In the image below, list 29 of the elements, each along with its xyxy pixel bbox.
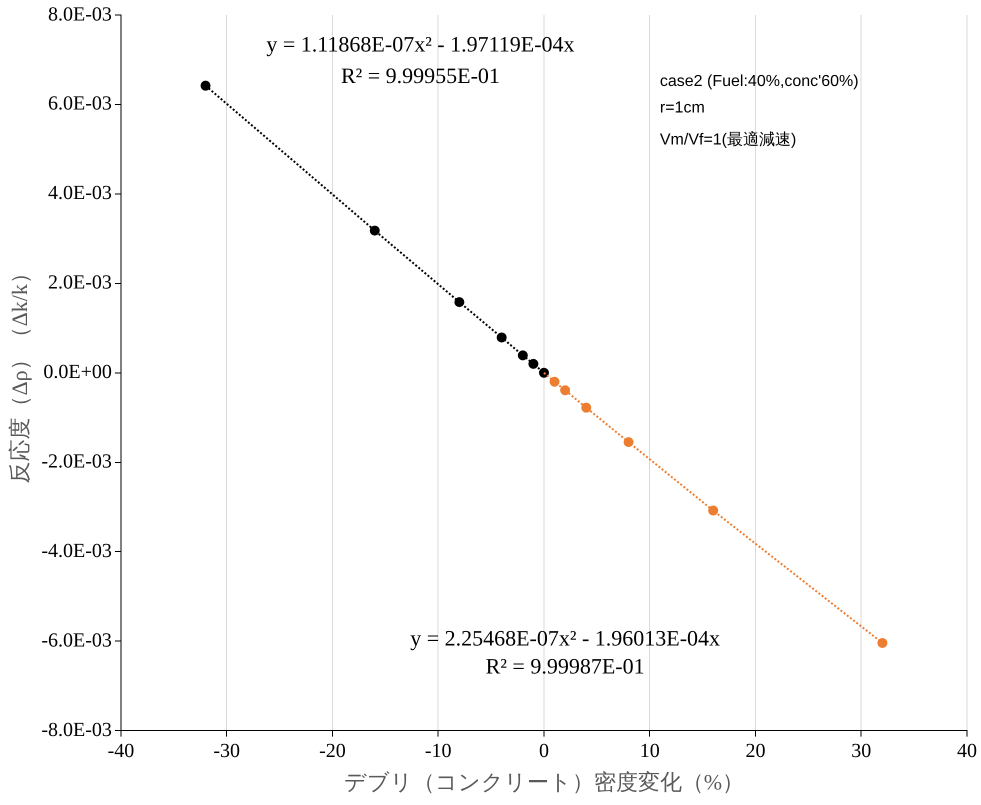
x-tick-label: -40 (108, 740, 134, 762)
y-tick-label: -6.0E-03 (41, 629, 112, 652)
annotation: R² = 9.99987E-01 (486, 653, 645, 678)
x-tick-label: 40 (957, 740, 977, 762)
y-tick-label: 0.0E+00 (43, 361, 112, 384)
x-axis-title: デブリ（コンクリート）密度変化（%） (344, 770, 744, 795)
y-tick-label: -2.0E-03 (41, 450, 112, 472)
x-tick-label: -10 (424, 740, 452, 762)
point (877, 638, 888, 648)
y-tick-label: 2.0E-03 (48, 272, 112, 294)
annotation: r=1cm (660, 99, 705, 116)
y-tick-label: 8.0E-03 (48, 3, 112, 26)
x-tick-label: 20 (745, 740, 766, 762)
x-tick-label: 0 (538, 740, 549, 762)
annotation: Vm/Vf=1(最適減速) (660, 130, 796, 149)
y-axis-title: 反応度（Δρ）（Δk/k） (6, 262, 32, 484)
y-tick-label: -8.0E-03 (41, 718, 112, 741)
annotation: y = 1.11868E-07x² - 1.97119E-04x (266, 32, 575, 57)
annotation: R² = 9.99955E-01 (340, 63, 500, 88)
y-tick-label: 4.0E-03 (48, 182, 112, 204)
annotation: y = 2.25468E-07x² - 1.96013E-04x (410, 626, 720, 650)
y-tick-label: -4.0E-03 (41, 540, 112, 562)
x-tick-label: -20 (319, 740, 346, 762)
y-tick-label: 6.0E-03 (48, 92, 112, 115)
x-tick-label: 10 (640, 740, 660, 762)
point (200, 80, 211, 91)
x-tick-label: -30 (213, 740, 240, 762)
x-tick-label: 30 (851, 740, 872, 762)
annotation: case2 (Fuel:40%,conc'60%) (660, 72, 859, 90)
